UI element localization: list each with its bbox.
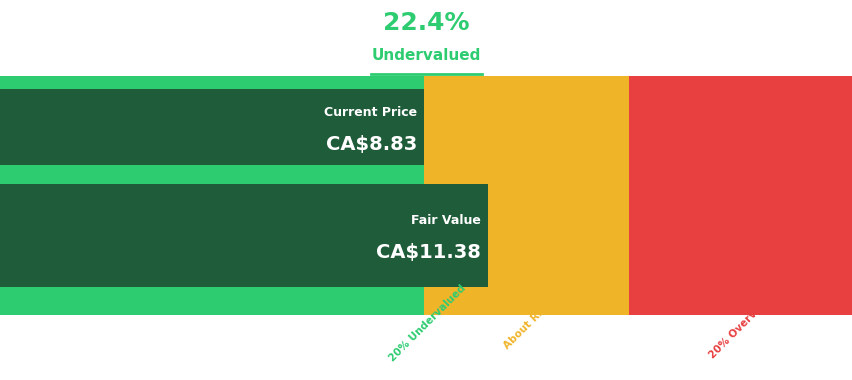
Bar [628,76,852,315]
Text: Undervalued: Undervalued [371,48,481,63]
Text: CA$11.38: CA$11.38 [376,243,481,262]
Text: 22.4%: 22.4% [383,11,469,35]
Text: Fair Value: Fair Value [411,214,481,227]
Bar [0,76,423,315]
Bar [0,89,423,165]
Text: 20% Overvalued: 20% Overvalued [706,285,781,360]
Text: About Right: About Right [501,294,557,351]
Text: CA$8.83: CA$8.83 [325,135,417,154]
Bar [423,76,628,315]
Text: Current Price: Current Price [324,106,417,119]
Text: 20% Undervalued: 20% Undervalued [387,282,467,363]
Bar [0,184,487,287]
